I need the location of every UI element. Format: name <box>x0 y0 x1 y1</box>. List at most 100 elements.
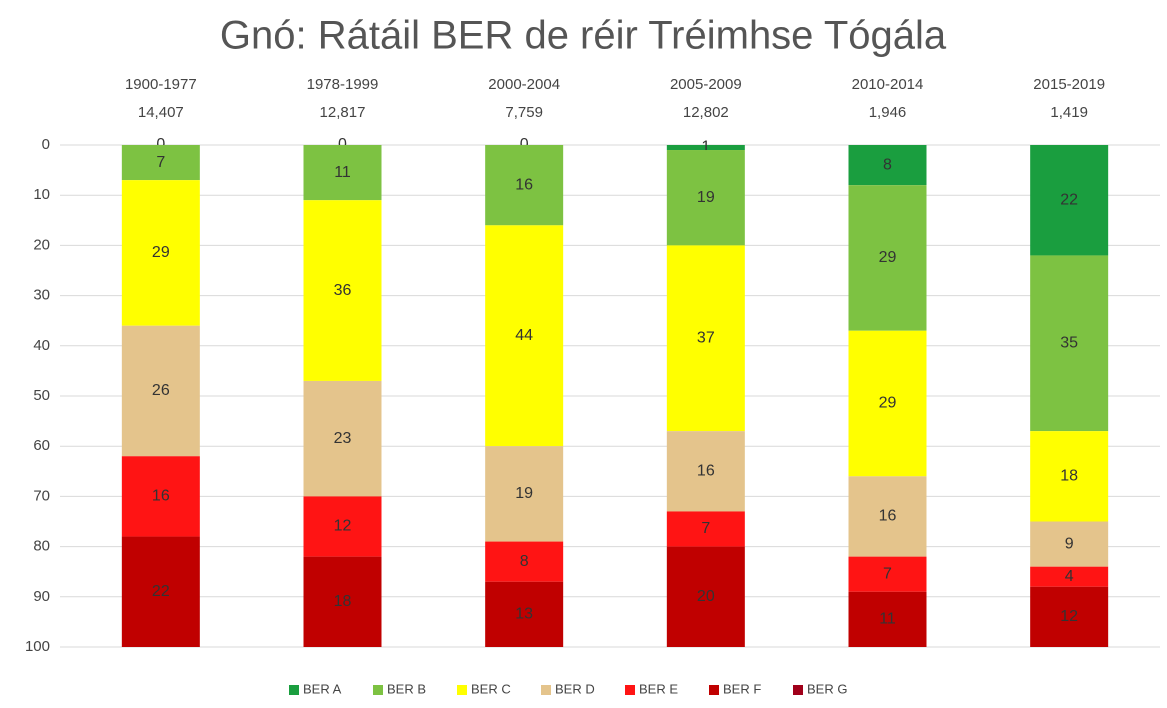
data-label: 12 <box>1060 608 1078 625</box>
legend-label: BER C <box>471 681 511 696</box>
data-label: 35 <box>1060 335 1078 352</box>
data-label: 26 <box>152 382 170 399</box>
legend-swatch <box>625 685 635 695</box>
bar-segment <box>485 225 564 447</box>
y-tick-label: 30 <box>33 287 50 304</box>
legend-swatch <box>793 685 803 695</box>
data-label: 4 <box>1065 568 1074 585</box>
bar-segment <box>303 145 382 201</box>
data-label: 22 <box>152 583 170 600</box>
y-tick-label: 10 <box>33 186 50 203</box>
data-label: 22 <box>1060 191 1078 208</box>
bar-segment <box>848 591 927 647</box>
data-label: 36 <box>334 282 352 299</box>
bar-segment <box>1030 431 1109 522</box>
data-label: 16 <box>879 508 897 525</box>
bar-segment <box>303 556 382 647</box>
data-label: 18 <box>334 593 352 610</box>
bar-segment <box>485 145 564 226</box>
bar-segment <box>121 325 200 457</box>
data-label: 29 <box>152 244 170 261</box>
legend-label: BER G <box>807 681 847 696</box>
bar-segment <box>666 145 745 151</box>
bar-segment <box>121 145 200 181</box>
y-tick-label: 80 <box>33 538 50 555</box>
data-label: 23 <box>334 430 352 447</box>
bar-segment <box>485 446 564 542</box>
data-label: 11 <box>879 611 896 628</box>
bar-segment <box>848 556 927 592</box>
data-label: 11 <box>334 164 351 181</box>
legend-swatch <box>457 685 467 695</box>
x-tick-count: 1,419 <box>1050 104 1088 121</box>
legend-swatch <box>709 685 719 695</box>
y-tick-label: 90 <box>33 588 50 605</box>
data-label: 20 <box>697 588 715 605</box>
x-tick-count: 12,817 <box>320 104 366 121</box>
bar-segment <box>121 536 200 647</box>
data-label: 29 <box>879 395 897 412</box>
legend-swatch <box>373 685 383 695</box>
x-tick-label: 2015-2019 <box>1033 76 1105 93</box>
bar-segment <box>848 330 927 477</box>
legend-swatch <box>541 685 551 695</box>
bar-segment <box>1030 145 1109 256</box>
data-label: 7 <box>156 154 165 171</box>
data-label: 1 <box>701 139 710 156</box>
data-label: 29 <box>879 249 897 266</box>
data-label: 16 <box>697 463 715 480</box>
bar-segment <box>666 546 745 647</box>
data-label: 8 <box>520 553 529 570</box>
data-label: 16 <box>515 176 533 193</box>
legend-swatch <box>289 685 299 695</box>
bar-segment <box>1030 586 1109 647</box>
y-tick-label: 20 <box>33 236 50 253</box>
data-label: 0 <box>338 136 347 153</box>
bar-segment <box>121 180 200 326</box>
y-tick-label: 70 <box>33 487 50 504</box>
y-tick-label: 40 <box>33 337 50 354</box>
bar-segment <box>666 150 745 246</box>
x-tick-count: 14,407 <box>138 104 184 121</box>
x-tick-count: 1,946 <box>869 104 907 121</box>
legend-label: BER E <box>639 681 678 696</box>
data-label: 9 <box>1065 535 1074 552</box>
bar-segment <box>1030 255 1109 432</box>
data-label: 0 <box>156 136 165 153</box>
bar-segment <box>666 245 745 432</box>
x-tick-label: 2000-2004 <box>488 76 560 93</box>
bar-segment <box>848 476 927 557</box>
data-label: 44 <box>515 327 533 344</box>
legend-label: BER F <box>723 681 761 696</box>
data-label: 13 <box>515 606 533 623</box>
bar-segment <box>666 431 745 512</box>
y-tick-label: 50 <box>33 387 50 404</box>
bar-segment <box>1030 521 1109 567</box>
bar-segment <box>485 581 564 647</box>
bar-segment <box>485 541 564 582</box>
x-tick-label: 1978-1999 <box>307 76 379 93</box>
data-label: 37 <box>697 329 715 346</box>
x-tick-label: 2010-2014 <box>852 76 924 93</box>
bar-segment <box>121 456 200 537</box>
x-tick-count: 12,802 <box>683 104 729 121</box>
data-label: 12 <box>334 518 352 535</box>
data-label: 0 <box>520 136 529 153</box>
bar-segment <box>303 200 382 381</box>
legend-label: BER B <box>387 681 426 696</box>
y-tick-label: 100 <box>25 638 50 655</box>
bar-segment <box>303 496 382 557</box>
legend-label: BER A <box>303 681 342 696</box>
bar-segment <box>848 185 927 331</box>
data-label: 18 <box>1060 468 1078 485</box>
y-tick-label: 60 <box>33 437 50 454</box>
bar-segment <box>303 380 382 497</box>
x-tick-count: 7,759 <box>505 104 543 121</box>
bar-segment <box>1030 566 1109 587</box>
chart-title: Gnó: Rátáil BER de réir Tréimhse Tógála <box>220 14 947 58</box>
data-label: 19 <box>515 485 533 502</box>
data-label: 8 <box>883 156 892 173</box>
data-label: 7 <box>883 565 892 582</box>
x-tick-label: 1900-1977 <box>125 76 197 93</box>
x-tick-label: 2005-2009 <box>670 76 742 93</box>
